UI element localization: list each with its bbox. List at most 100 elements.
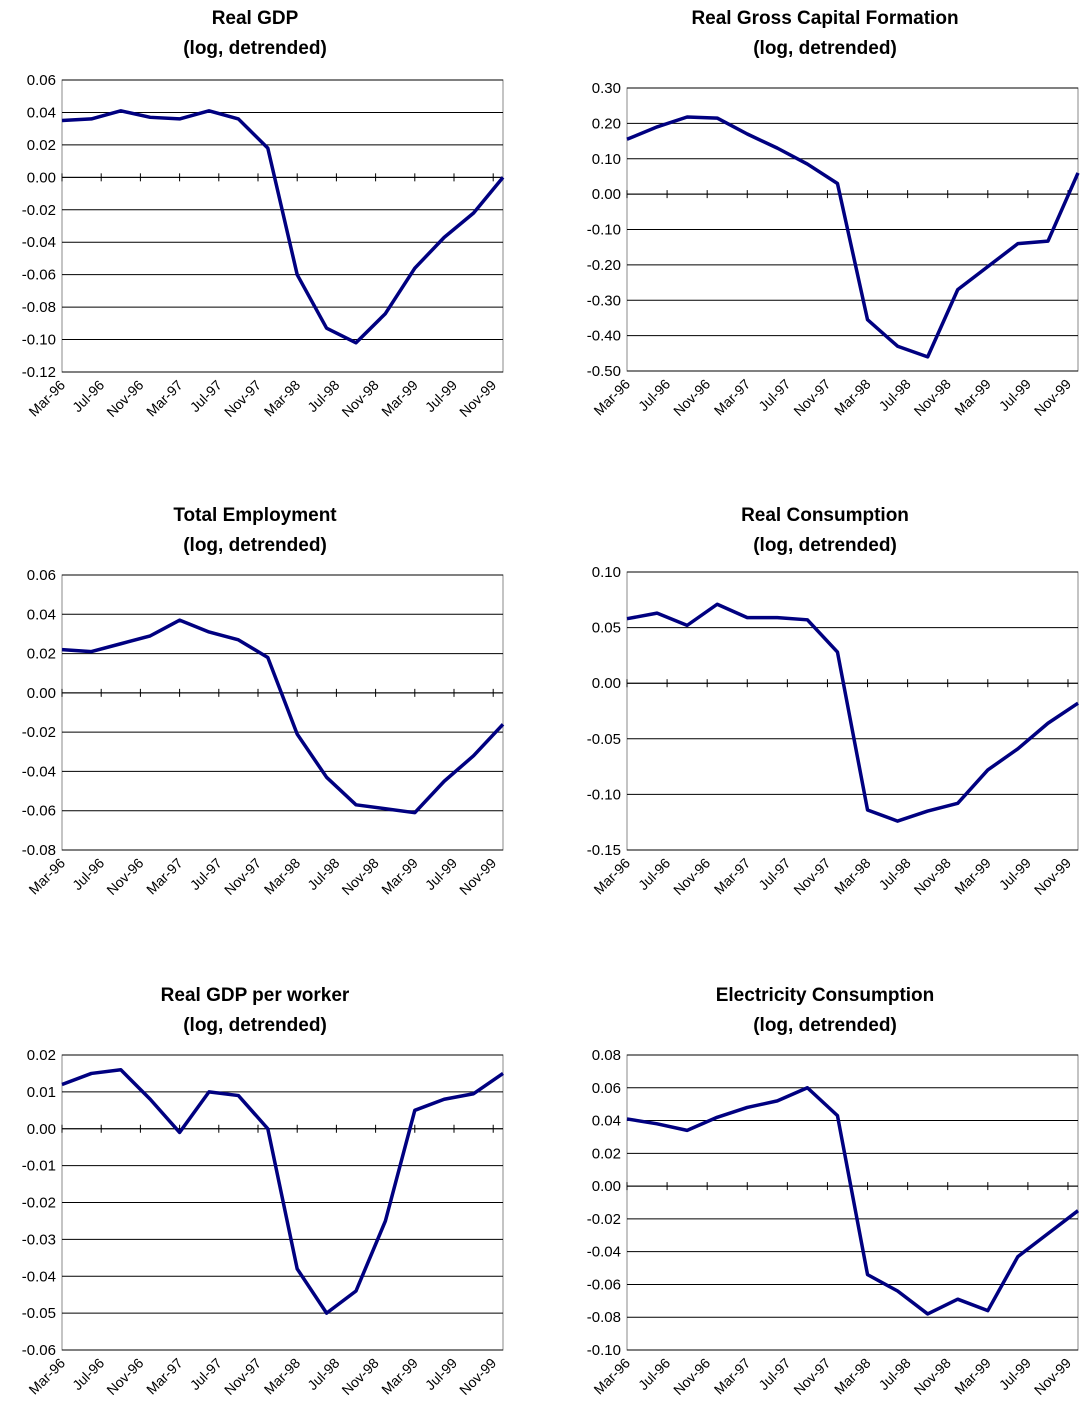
x-tick-label: Nov-98 [911,1355,954,1398]
chart-subtitle: (log, detrended) [753,535,897,556]
x-tick-label: Mar-99 [951,376,994,419]
x-tick-label: Nov-97 [790,1355,833,1398]
y-tick-label: -0.10 [587,222,621,239]
y-tick-label: 0.04 [27,606,56,623]
x-tick-label: Jul-99 [996,855,1034,893]
y-tick-label: 0.02 [27,137,56,154]
y-tick-label: -0.30 [587,292,621,309]
x-tick-label: Nov-98 [338,377,381,420]
x-tick-label: Jul-97 [187,855,225,893]
y-tick-label: 0.04 [27,104,56,121]
x-tick-label: Jul-99 [422,855,460,893]
x-tick-label: Mar-97 [711,376,754,419]
x-tick-label: Nov-99 [1031,855,1074,898]
x-tick-label: Nov-96 [670,1355,713,1398]
y-tick-label: -0.05 [22,1305,56,1322]
x-tick-label: Nov-96 [103,377,146,420]
y-tick-label: -0.08 [22,299,56,316]
x-tick-label: Nov-96 [103,855,146,898]
y-tick-label: -0.04 [22,763,56,780]
x-tick-label: Mar-96 [25,1355,68,1398]
chart-subtitle: (log, detrended) [183,1015,327,1036]
y-tick-label: -0.20 [587,257,621,274]
y-tick-label: 0.00 [27,685,56,702]
x-tick-label: Mar-98 [831,376,874,419]
y-tick-label: 0.06 [27,567,56,584]
data-line [626,602,1079,823]
plot-area [61,574,504,851]
y-tick-label: -0.12 [22,364,56,381]
x-tick-label: Nov-99 [456,855,499,898]
x-tick-label: Nov-99 [1031,1355,1074,1398]
x-tick-label: Jul-98 [875,376,913,414]
chart-subtitle: (log, detrended) [183,38,327,59]
x-tick-label: Mar-96 [590,855,633,898]
x-tick-label: Mar-96 [25,855,68,898]
x-tick-label: Jul-97 [187,1355,225,1393]
y-tick-label: -0.06 [22,267,56,284]
y-tick-label: 0.06 [592,1080,621,1097]
x-tick-label: Mar-97 [711,1355,754,1398]
chart-subtitle: (log, detrended) [753,1015,897,1036]
y-tick-label: -0.08 [587,1309,621,1326]
y-tick-label: -0.04 [22,1268,56,1285]
x-tick-label: Nov-97 [221,855,264,898]
x-tick-label: Nov-96 [670,855,713,898]
x-tick-label: Mar-97 [711,855,754,898]
x-tick-label: Mar-96 [590,376,633,419]
y-tick-label: 0.00 [592,186,621,203]
x-tick-label: Mar-99 [951,1355,994,1398]
x-tick-label: Nov-98 [911,376,954,419]
y-tick-label: -0.50 [587,363,621,380]
y-tick-label: 0.10 [592,151,621,168]
x-tick-label: Mar-99 [378,1355,421,1398]
x-tick-label: Mar-97 [143,855,186,898]
y-tick-label: 0.20 [592,115,621,132]
x-tick-label: Nov-98 [338,1355,381,1398]
data-line [61,109,505,345]
x-tick-label: Jul-99 [996,1355,1034,1393]
x-tick-label: Mar-98 [261,377,304,420]
y-tick-label: 0.00 [27,1121,56,1138]
y-tick-label: 0.08 [592,1047,621,1064]
plot-area [61,79,504,373]
y-tick-label: 0.01 [27,1084,56,1101]
y-tick-label: -0.10 [587,1342,621,1359]
x-tick-label: Jul-96 [635,1355,673,1393]
y-tick-label: 0.06 [27,72,56,89]
chart-subtitle: (log, detrended) [183,535,327,556]
x-tick-label: Nov-98 [338,855,381,898]
y-tick-label: 0.04 [592,1113,621,1130]
chart-subtitle: (log, detrended) [753,38,897,59]
x-tick-label: Jul-97 [187,377,225,415]
y-tick-label: -0.10 [587,786,621,803]
x-tick-label: Nov-97 [790,376,833,419]
x-tick-label: Mar-98 [261,855,304,898]
y-tick-label: 0.30 [592,80,621,97]
x-tick-label: Mar-97 [143,377,186,420]
y-tick-label: -0.08 [22,842,56,859]
chart-title: Total Employment [173,505,337,526]
y-tick-label: -0.05 [587,731,621,748]
x-tick-label: Jul-96 [635,376,673,414]
x-tick-label: Jul-98 [304,377,342,415]
x-tick-label: Nov-99 [456,1355,499,1398]
y-tick-label: -0.06 [587,1276,621,1293]
y-tick-label: -0.02 [22,724,56,741]
chart-title: Electricity Consumption [716,985,935,1006]
y-tick-label: -0.10 [22,332,56,349]
x-tick-label: Mar-99 [951,855,994,898]
x-tick-label: Mar-96 [590,1355,633,1398]
y-tick-label: 0.02 [592,1145,621,1162]
data-line [61,618,505,815]
y-tick-label: 0.05 [592,620,621,637]
x-tick-label: Mar-99 [378,377,421,420]
y-tick-label: -0.40 [587,328,621,345]
chart-title: Real GDP [212,8,299,29]
data-line [61,1068,504,1315]
y-tick-label: 0.00 [592,1178,621,1195]
x-tick-label: Mar-97 [143,1355,186,1398]
y-tick-label: -0.03 [22,1231,56,1248]
y-tick-label: -0.06 [22,1342,56,1359]
